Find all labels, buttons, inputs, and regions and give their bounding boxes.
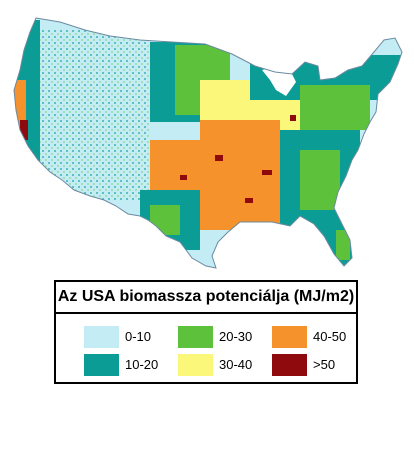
region-20-30-southeast <box>300 150 340 210</box>
legend-title: Az USA biomassza potenciálja (MJ/m2) <box>56 282 356 314</box>
region-50-hotspot-5 <box>245 198 253 203</box>
region-50-pacific <box>20 120 28 140</box>
legend-label-50-plus: >50 <box>313 357 336 372</box>
usa-biomass-map <box>13 17 403 269</box>
region-speckle-west <box>40 30 150 200</box>
legend-label-20-30: 20-30 <box>219 329 253 344</box>
legend-swatch-40-50 <box>272 326 307 348</box>
legend-label-0-10: 0-10 <box>125 329 152 344</box>
legend-label-30-40: 30-40 <box>219 357 253 372</box>
map-legend: Az USA biomassza potenciálja (MJ/m2) 0-1… <box>54 280 358 384</box>
region-50-hotspot-3 <box>290 115 296 121</box>
legend-label-40-50: 40-50 <box>313 329 347 344</box>
legend-swatch-30-40 <box>178 354 213 376</box>
legend-label-10-20: 10-20 <box>125 357 159 372</box>
legend-swatch-50-plus <box>272 354 307 376</box>
region-50-hotspot-2 <box>262 170 272 175</box>
map-regions <box>14 18 402 268</box>
region-40-50-central <box>200 120 280 160</box>
region-20-30-texas <box>150 205 180 235</box>
region-50-hotspot-1 <box>215 155 223 161</box>
region-50-hotspot-4 <box>180 175 187 180</box>
region-20-30-northeast <box>300 85 370 130</box>
legend-swatch-20-30 <box>178 326 213 348</box>
usa-outline <box>13 17 403 269</box>
legend-swatch-0-10 <box>84 326 119 348</box>
usa-map-svg <box>13 17 403 269</box>
legend-swatch-10-20 <box>84 354 119 376</box>
region-20-30-florida <box>336 230 350 260</box>
